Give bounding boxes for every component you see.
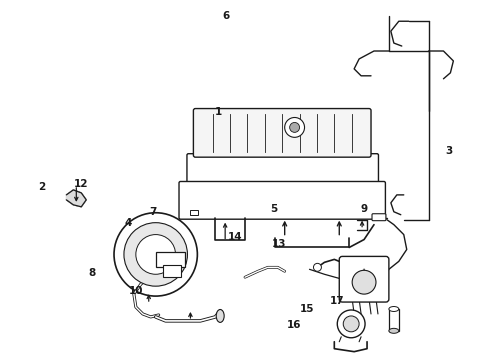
Text: 10: 10 bbox=[128, 286, 143, 296]
Circle shape bbox=[337, 310, 365, 338]
FancyBboxPatch shape bbox=[339, 256, 389, 302]
Text: 16: 16 bbox=[286, 320, 301, 330]
Circle shape bbox=[114, 213, 197, 296]
Text: 15: 15 bbox=[300, 304, 315, 314]
Text: 11: 11 bbox=[160, 247, 174, 256]
Ellipse shape bbox=[389, 306, 399, 311]
Text: 7: 7 bbox=[149, 207, 156, 217]
Text: 3: 3 bbox=[445, 147, 453, 157]
Text: 14: 14 bbox=[228, 232, 243, 242]
Text: 12: 12 bbox=[74, 179, 88, 189]
Text: 5: 5 bbox=[270, 203, 278, 213]
Circle shape bbox=[290, 122, 299, 132]
Circle shape bbox=[136, 235, 175, 274]
FancyBboxPatch shape bbox=[194, 109, 371, 157]
Ellipse shape bbox=[216, 310, 224, 323]
FancyBboxPatch shape bbox=[179, 181, 386, 219]
Circle shape bbox=[352, 270, 376, 294]
Bar bbox=[389, 309, 399, 331]
Text: 9: 9 bbox=[361, 203, 368, 213]
Ellipse shape bbox=[389, 328, 399, 333]
Bar bbox=[156, 252, 185, 267]
Circle shape bbox=[124, 223, 188, 286]
Bar bbox=[191, 210, 198, 215]
Text: 13: 13 bbox=[272, 239, 286, 249]
FancyBboxPatch shape bbox=[372, 214, 386, 221]
Bar bbox=[163, 265, 180, 277]
Text: 1: 1 bbox=[215, 107, 222, 117]
Circle shape bbox=[285, 117, 305, 137]
Text: 4: 4 bbox=[124, 218, 132, 228]
Circle shape bbox=[343, 316, 359, 332]
Polygon shape bbox=[66, 190, 86, 207]
Text: 6: 6 bbox=[222, 12, 229, 21]
Text: 2: 2 bbox=[38, 182, 46, 192]
Text: 17: 17 bbox=[330, 296, 344, 306]
Circle shape bbox=[314, 264, 321, 271]
Text: 8: 8 bbox=[88, 268, 96, 278]
FancyBboxPatch shape bbox=[187, 154, 378, 184]
